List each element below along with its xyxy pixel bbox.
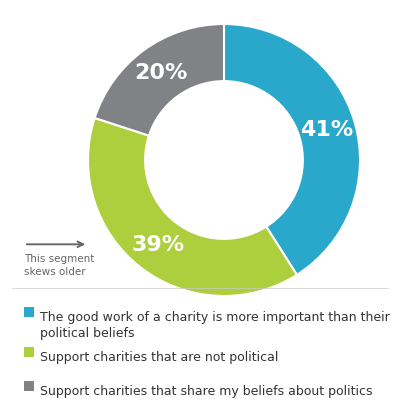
Wedge shape xyxy=(88,118,297,296)
Text: Support charities that share my beliefs about politics: Support charities that share my beliefs … xyxy=(40,385,372,398)
Text: 39%: 39% xyxy=(132,235,185,255)
Text: 20%: 20% xyxy=(134,63,188,83)
Wedge shape xyxy=(95,24,224,136)
Bar xyxy=(24,307,34,317)
Text: This segment
skews older: This segment skews older xyxy=(24,254,94,277)
Text: The good work of a charity is more important than their
political beliefs: The good work of a charity is more impor… xyxy=(40,311,390,340)
Bar xyxy=(24,381,34,391)
Wedge shape xyxy=(224,24,360,275)
Text: 41%: 41% xyxy=(300,120,354,140)
Bar xyxy=(24,347,34,357)
Text: Support charities that are not political: Support charities that are not political xyxy=(40,351,278,364)
